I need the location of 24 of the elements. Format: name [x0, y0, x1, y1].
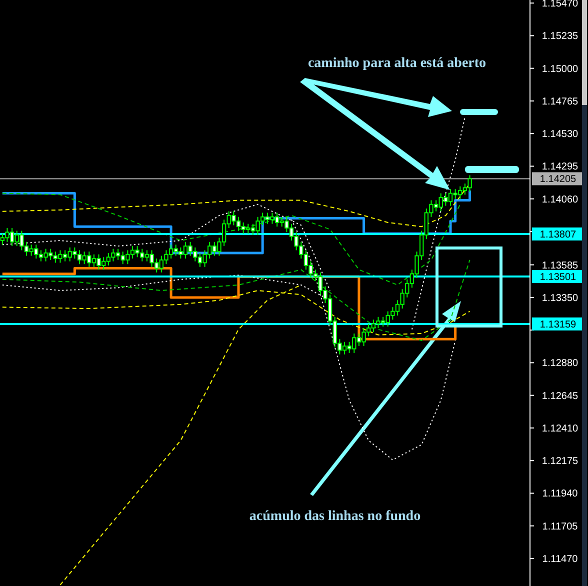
y-tick-label: 1.11940: [542, 488, 578, 500]
annotation: acúmulo das linhas no fundo: [249, 509, 421, 524]
ref-line-label: 1.14205: [540, 174, 577, 186]
y-tick-label: 1.11705: [542, 521, 578, 532]
ref-line-label: 1.13501: [540, 272, 577, 283]
line-series: [2, 192, 461, 286]
y-tick-label: 1.14295: [542, 162, 579, 173]
y-tick-label: 1.14765: [542, 96, 579, 108]
y-tick-label: 1.15000: [542, 64, 579, 75]
y-tick-label: 1.12645: [542, 390, 579, 402]
y-tick-label: 1.11470: [542, 554, 578, 566]
y-tick-label: 1.12175: [542, 456, 579, 468]
y-tick-label: 1.14530: [542, 129, 579, 140]
line-series: [411, 116, 466, 330]
y-tick-label: 1.12880: [542, 358, 579, 370]
y-tick-label: 1.12410: [542, 423, 579, 434]
y-tick-label: 1.15235: [542, 31, 579, 42]
annotation: caminho para alta está aberto: [308, 56, 486, 71]
y-tick-label: 1.14060: [542, 194, 579, 206]
ref-line-label: 1.13807: [540, 229, 577, 240]
y-tick-label: 1.13350: [542, 292, 579, 304]
y-tick-label: 1.15470: [542, 0, 579, 10]
y-tick-label: 1.13585: [542, 260, 579, 272]
ref-line-label: 1.13159: [540, 319, 577, 330]
